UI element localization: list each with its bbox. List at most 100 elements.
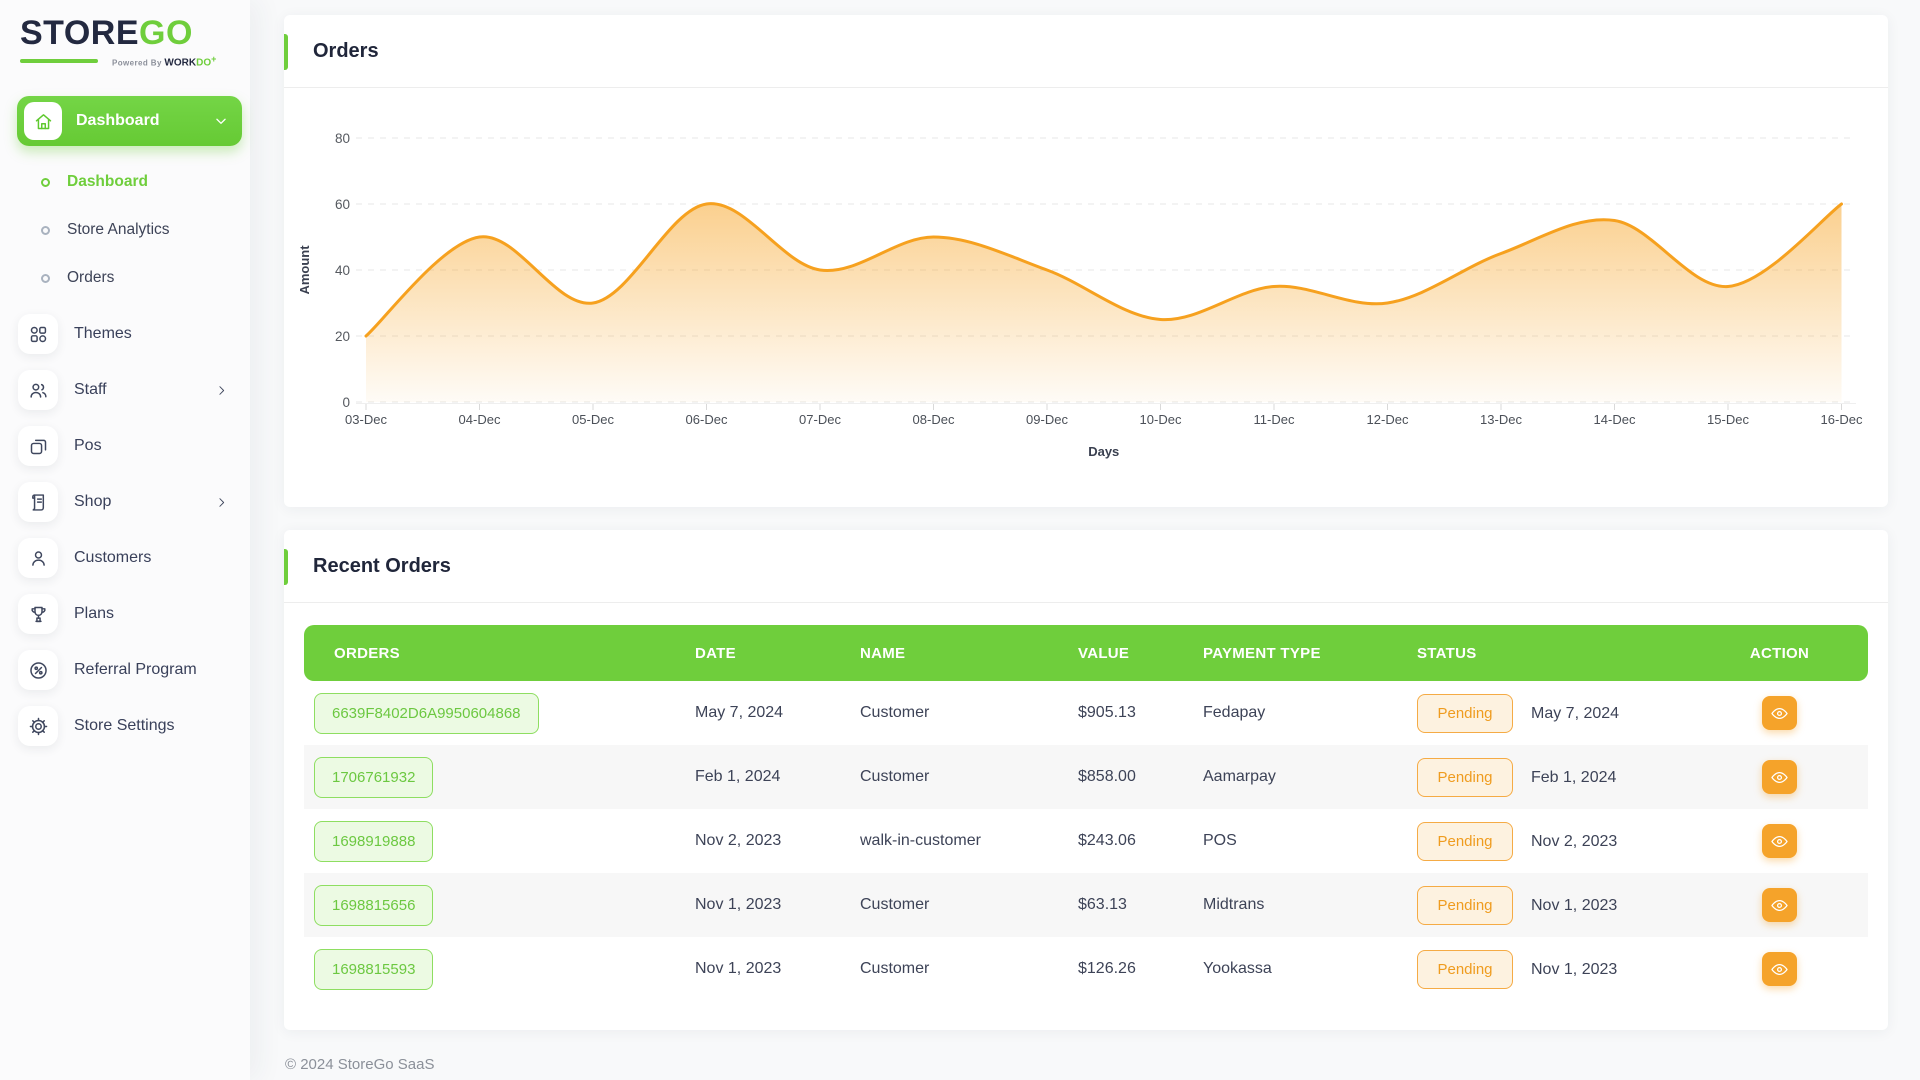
eye-icon [1771, 963, 1788, 975]
x-axis-tick-label: 04-Dec [459, 412, 501, 427]
sidebar-item-referral-program[interactable]: Referral Program [0, 642, 250, 698]
sidebar-item-store-analytics[interactable]: Store Analytics [0, 206, 250, 254]
view-order-button[interactable] [1762, 888, 1797, 922]
logo-underline [20, 59, 98, 64]
order-name: Customer [860, 896, 930, 913]
x-axis-tick-label: 13-Dec [1480, 412, 1522, 427]
table-row: 1706761932 Feb 1, 2024 Customer $858.00 … [304, 745, 1868, 809]
orders-chart-card: Orders 0 20 40 60 80 Amount 03-Dec 04-Dec 05-Dec… [284, 15, 1888, 507]
status-date: Nov 1, 2023 [1531, 896, 1618, 914]
x-axis-tick-label: 08-Dec [913, 412, 955, 427]
x-axis-tick-label: 03-Dec [345, 412, 387, 427]
trophy-icon [18, 594, 58, 635]
bullet-icon [41, 273, 50, 283]
y-axis-tick-label: 0 [342, 395, 350, 410]
table-row: 1698919888 Nov 2, 2023 walk-in-customer … [304, 809, 1868, 873]
order-payment-type: POS [1203, 832, 1237, 849]
dashboard-submenu: Dashboard Store Analytics Orders [0, 146, 250, 306]
sidebar-group-dashboard[interactable]: Dashboard [17, 96, 242, 147]
x-axis-tick-label: 11-Dec [1254, 412, 1295, 427]
status-date: Nov 2, 2023 [1531, 832, 1618, 850]
sidebar-item-themes[interactable]: Themes [0, 306, 250, 362]
x-axis-tick-label: 05-Dec [572, 412, 614, 427]
status-badge: Pending [1417, 757, 1513, 797]
x-axis-tick-label: 15-Dec [1707, 412, 1749, 427]
sidebar-item-customers[interactable]: Customers [0, 530, 250, 586]
sidebar-item-plans[interactable]: Plans [0, 586, 250, 642]
table-row: 1698815593 Nov 1, 2023 Customer $126.26 … [304, 937, 1868, 1001]
area-fill [366, 203, 1842, 402]
card-accent-bar [284, 549, 288, 585]
table-row: 1698815656 Nov 1, 2023 Customer $63.13 M… [304, 873, 1868, 937]
status-badge: Pending [1417, 885, 1513, 925]
status-badge: Pending [1417, 949, 1513, 989]
status-date: Feb 1, 2024 [1531, 768, 1617, 786]
discount-badge-icon [18, 650, 58, 691]
sidebar-item-orders[interactable]: Orders [0, 254, 250, 302]
col-payment-type: PAYMENT TYPE [1187, 625, 1401, 681]
col-status: STATUS [1401, 625, 1691, 681]
order-date: Nov 2, 2023 [695, 832, 782, 849]
y-axis-title: Amount [297, 245, 312, 295]
chevron-down-icon [214, 114, 228, 128]
recent-orders-title: Recent Orders [313, 554, 451, 577]
receipt-icon [18, 482, 58, 523]
order-id-badge: 1698815656 [314, 884, 434, 926]
card-accent-bar [284, 34, 288, 70]
logo-tagline: Powered By WORKDO+ [112, 53, 217, 69]
pos-icon [18, 426, 58, 467]
storego-logo[interactable]: STOREGO Powered By WORKDO+ [0, 0, 250, 68]
status-badge: Pending [1417, 693, 1513, 733]
x-axis-tick-label: 10-Dec [1140, 412, 1182, 427]
area-line [364, 202, 1843, 338]
order-value: $858.00 [1078, 768, 1136, 785]
view-order-button[interactable] [1762, 952, 1797, 986]
eye-icon [1771, 771, 1788, 783]
y-axis-tick-label: 80 [335, 131, 350, 146]
order-date: Feb 1, 2024 [695, 768, 781, 785]
x-axis-tick-label: 06-Dec [686, 412, 728, 427]
chevron-right-icon [215, 384, 228, 397]
sidebar-nav: Dashboard Dashboard Store Analytics Orde… [0, 96, 250, 754]
status-date: May 7, 2024 [1531, 704, 1620, 722]
bullet-icon [41, 225, 50, 235]
logo-text: STOREGO [20, 14, 193, 52]
users-icon [18, 370, 58, 411]
order-value: $63.13 [1078, 896, 1127, 913]
view-order-button[interactable] [1762, 824, 1797, 858]
col-value: VALUE [1062, 625, 1187, 681]
gear-icon [18, 706, 58, 747]
order-payment-type: Yookassa [1203, 960, 1272, 977]
status-badge: Pending [1417, 821, 1513, 861]
order-name: Customer [860, 960, 930, 977]
home-icon [24, 102, 62, 141]
order-date: Nov 1, 2023 [695, 960, 782, 977]
x-axis-tick-label: 12-Dec [1367, 412, 1409, 427]
sidebar-item-pos[interactable]: Pos [0, 418, 250, 474]
x-axis-tick-label: 14-Dec [1594, 412, 1636, 427]
sidebar-item-dashboard[interactable]: Dashboard [0, 158, 250, 206]
order-id-badge: 1706761932 [314, 756, 434, 798]
eye-icon [1771, 835, 1788, 847]
col-name: NAME [844, 625, 1062, 681]
sidebar-item-staff[interactable]: Staff [0, 362, 250, 418]
col-orders: ORDERS [304, 625, 679, 681]
view-order-button[interactable] [1762, 696, 1797, 730]
view-order-button[interactable] [1762, 760, 1797, 794]
order-name: walk-in-customer [860, 832, 981, 849]
y-axis-tick-label: 60 [335, 197, 350, 212]
order-payment-type: Midtrans [1203, 896, 1265, 913]
bullet-icon [41, 177, 50, 187]
y-axis-tick-label: 40 [335, 263, 350, 278]
sidebar-item-shop[interactable]: Shop [0, 474, 250, 530]
col-date: DATE [679, 625, 844, 681]
col-action: ACTION [1691, 625, 1868, 681]
orders-card-title: Orders [313, 39, 379, 62]
x-axis-tick-label: 16-Dec [1821, 412, 1863, 427]
sidebar: STOREGO Powered By WORKDO+ Dashboard Das… [0, 0, 250, 1080]
recent-orders-table: ORDERS DATE NAME VALUE PAYMENT TYPE STAT… [304, 625, 1868, 1001]
orders-area-chart: 0 20 40 60 80 Amount 03-Dec 04-Dec 05-Dec 06-Dec 0… [284, 88, 1888, 473]
table-row: 6639F8402D6A9950604868 May 7, 2024 Custo… [304, 681, 1868, 745]
order-date: Nov 1, 2023 [695, 896, 782, 913]
sidebar-item-store-settings[interactable]: Store Settings [0, 698, 250, 754]
